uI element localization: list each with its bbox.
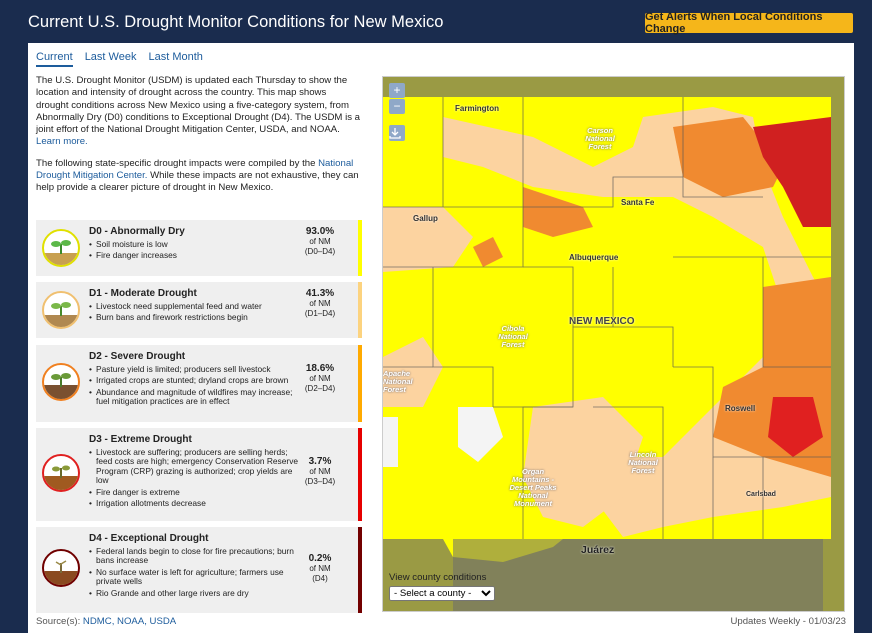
impact-item: Pasture yield is limited; producers sell… (89, 364, 301, 375)
zoom-in-button[interactable]: + (389, 83, 405, 98)
percent-of: of NM (309, 374, 331, 383)
category-percent: 18.6% of NM (D2–D4) (294, 363, 346, 394)
county-select[interactable]: - Select a county - (389, 586, 495, 601)
category-d2: D2 - Severe Drought Pasture yield is lim… (36, 345, 362, 422)
percent-range: (D1–D4) (304, 309, 336, 318)
percent-range: (D3–D4) (304, 477, 336, 486)
sprout-icon (42, 291, 80, 329)
intro-text: The U.S. Drought Monitor (USDM) is updat… (36, 75, 360, 204)
category-percent: 0.2% of NM (D4) (294, 553, 346, 584)
zoom-out-button[interactable]: − (389, 99, 405, 114)
percent-range: (D0–D4) (304, 247, 336, 256)
impact-item: Burn bans and firework restrictions begi… (89, 312, 301, 323)
tab-last-month[interactable]: Last Month (148, 51, 203, 63)
impact-item: Irrigated crops are stunted; dryland cro… (89, 375, 301, 386)
page-title: Current U.S. Drought Monitor Conditions … (28, 13, 444, 31)
category-title: D0 - Abnormally Dry (89, 226, 185, 237)
percent-value: 93.0% (305, 226, 335, 237)
impact-list: Livestock need supplemental feed and wat… (89, 301, 301, 325)
percent-of: of NM (309, 237, 331, 246)
sources-footer: Source(s): NDMC, NOAA, USDA (36, 616, 176, 627)
impact-item: Soil moisture is low (89, 239, 301, 250)
state-label: NEW MEXICO (569, 316, 635, 327)
header-bar: Current U.S. Drought Monitor Conditions … (0, 0, 872, 43)
category-d4: D4 - Exceptional Drought Federal lands b… (36, 527, 362, 613)
percent-range: (D2–D4) (304, 384, 336, 393)
city-label: Roswell (725, 404, 756, 413)
time-tabs: Current Last Week Last Month (36, 51, 203, 67)
impact-list: Livestock are suffering; producers are s… (89, 447, 301, 510)
forest-label: Carson National Forest (585, 126, 615, 151)
sprout-icon (42, 229, 80, 267)
category-d1: D1 - Moderate Drought Livestock need sup… (36, 282, 362, 338)
impact-item: Rio Grande and other large rivers are dr… (89, 588, 301, 599)
category-title: D1 - Moderate Drought (89, 288, 197, 299)
percent-of: of NM (309, 467, 331, 476)
impact-item: Livestock need supplemental feed and wat… (89, 301, 301, 312)
impact-item: Irrigation allotments decrease (89, 498, 301, 509)
intro-paragraph-2-pre: The following state-specific drought imp… (36, 157, 316, 169)
city-label: Albuquerque (569, 253, 619, 262)
category-title: D3 - Extreme Drought (89, 434, 192, 445)
city-label: Carlsbad (746, 491, 776, 498)
intro-paragraph-2-post: While these impacts are not exhaustive, … (36, 170, 359, 194)
impact-list: Pasture yield is limited; producers sell… (89, 364, 301, 409)
category-percent: 93.0% of NM (D0–D4) (294, 226, 346, 257)
city-label: Juárez (581, 544, 615, 556)
county-selector: View county conditions - Select a county… (389, 572, 495, 601)
percent-of: of NM (309, 299, 331, 308)
city-label: Gallup (413, 214, 438, 223)
forest-label: Organ Mountains - Desert Peaks National … (509, 467, 557, 508)
learn-more-link[interactable]: Learn more. (36, 136, 88, 148)
download-icon[interactable] (389, 125, 405, 141)
tab-current[interactable]: Current (36, 51, 73, 67)
county-label: View county conditions (389, 572, 487, 583)
impact-item: Abundance and magnitude of wildfires may… (89, 387, 301, 407)
impact-item: Fire danger is extreme (89, 487, 301, 498)
percent-value: 0.2% (308, 553, 332, 564)
category-title: D4 - Exceptional Drought (89, 533, 209, 544)
forest-label: Cibola National Forest (498, 324, 528, 349)
city-label: Santa Fe (621, 198, 655, 207)
content-panel: Current Last Week Last Month The U.S. Dr… (28, 43, 854, 633)
map-layers (383, 77, 844, 611)
impact-list: Soil moisture is low Fire danger increas… (89, 239, 301, 263)
get-alerts-button[interactable]: Get Alerts When Local Conditions Change (645, 11, 853, 35)
forest-label: Lincoln National Forest (628, 450, 658, 475)
percent-value: 3.7% (308, 456, 332, 467)
sprout-icon (42, 363, 80, 401)
category-d0: D0 - Abnormally Dry Soil moisture is low… (36, 220, 362, 276)
tab-last-week[interactable]: Last Week (84, 51, 137, 63)
forest-label: Apache National Forest (383, 369, 413, 394)
category-percent: 41.3% of NM (D1–D4) (294, 288, 346, 319)
impact-item: Livestock are suffering; producers are s… (89, 447, 301, 486)
sources-link[interactable]: NDMC, NOAA, USDA (82, 616, 177, 627)
city-label: Farmington (455, 104, 499, 113)
category-d3: D3 - Extreme Drought Livestock are suffe… (36, 428, 362, 521)
impact-item: Fire danger increases (89, 250, 301, 261)
impact-item: Federal lands begin to close for fire pr… (89, 546, 301, 566)
percent-range: (D4) (312, 574, 328, 583)
impact-item: No surface water is left for agriculture… (89, 567, 301, 587)
drought-map[interactable]: + − Farmington Santa Fe Gallup Albuquerq… (382, 76, 845, 612)
updated-label: Updates Weekly - 01/03/23 (730, 616, 846, 627)
sprout-icon (42, 454, 80, 492)
impact-list: Federal lands begin to close for fire pr… (89, 546, 301, 600)
percent-value: 18.6% (305, 363, 335, 374)
category-title: D2 - Severe Drought (89, 351, 186, 362)
sprout-icon (42, 549, 80, 587)
category-percent: 3.7% of NM (D3–D4) (294, 456, 346, 487)
sources-label: Source(s): (36, 616, 81, 627)
percent-value: 41.3% (305, 288, 335, 299)
percent-of: of NM (309, 564, 331, 573)
intro-paragraph-1: The U.S. Drought Monitor (USDM) is updat… (36, 75, 360, 136)
ndmc-link[interactable]: National Drought Mitigation Center. (36, 157, 354, 182)
